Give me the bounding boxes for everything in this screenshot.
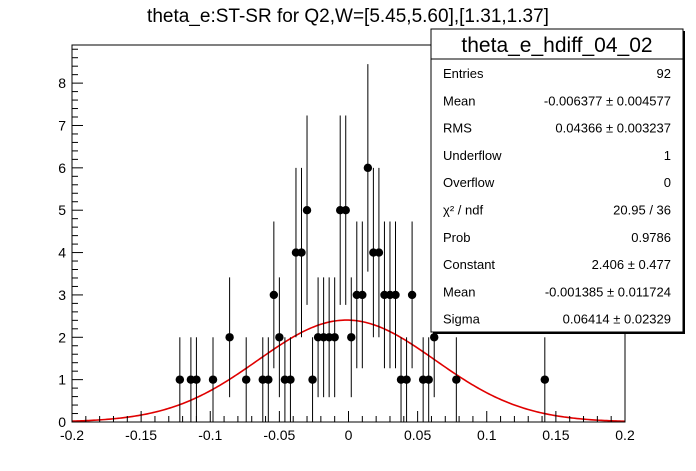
gaussian-fit-curve [71,319,626,423]
stats-box-frame [430,28,684,333]
point-marker [264,375,273,384]
stats-label: Underflow [443,148,502,163]
point-marker [175,375,185,384]
stats-value: 0 [664,175,671,190]
data-point [391,221,400,369]
data-point [407,221,417,369]
data-point [297,167,306,338]
y-tick-label: 5 [58,202,66,218]
point-marker [241,375,251,384]
data-point [269,221,279,369]
x-tick-label: 0.2 [615,427,635,443]
data-point [374,167,384,338]
x-tick-label: 0.1 [477,427,497,443]
data-point [330,277,339,398]
stats-value: 0.04366 ± 0.003237 [555,121,671,136]
point-marker [297,248,306,257]
point-marker [308,375,317,384]
data-point [175,337,185,422]
data-point [424,337,433,422]
stats-value: -0.006377 ± 0.004577 [544,93,671,108]
x-tick-label: 0 [345,427,353,443]
data-point [241,337,251,422]
stats-value: 92 [657,66,671,81]
point-marker [358,290,367,300]
stats-value: 2.406 ± 0.477 [592,257,671,272]
data-point [302,115,312,305]
point-marker [330,333,339,342]
stats-label: Constant [443,257,495,272]
y-tick-label: 8 [58,75,66,91]
data-point [275,277,284,398]
fit-layer [71,319,626,423]
data-point [308,337,317,422]
point-marker [208,375,218,384]
data-point [452,337,461,422]
y-tick-label: 1 [58,372,66,388]
data-point [286,337,295,422]
y-tick-label: 3 [58,287,66,303]
stats-value: 0.9786 [631,230,671,245]
point-marker [374,248,384,257]
stats-label: Prob [443,230,470,245]
data-point [402,337,411,422]
y-tick-label: 0 [58,414,66,430]
stats-name: theta_e_hdiff_04_02 [461,34,652,57]
stats-label: Entries [443,66,484,81]
stats-label: χ² / ndf [443,203,483,218]
x-tick-label: -0.1 [198,427,222,443]
point-marker [225,333,234,342]
point-marker [540,375,550,384]
data-point [341,115,350,305]
stats-value: 20.95 / 36 [613,203,671,218]
point-marker [341,206,350,215]
point-marker [286,375,295,384]
data-point [225,277,234,398]
x-tick-label: 0.15 [542,427,569,443]
x-tick-label: -0.15 [125,427,157,443]
y-tick-label: 6 [58,160,66,176]
points-layer [175,64,550,422]
point-marker [402,375,411,384]
stats-label: Sigma [443,312,481,327]
point-marker [430,333,439,342]
stats-label: Mean [443,93,476,108]
data-point [347,277,356,398]
point-marker [452,375,461,384]
data-point [192,337,201,422]
point-marker [275,333,284,342]
x-tick-label: 0.05 [404,427,431,443]
data-point [264,337,273,422]
data-point [208,337,218,422]
data-point [358,221,367,369]
point-marker [424,375,433,384]
chart-title: theta_e:ST-SR for Q2,W=[5.45,5.60],[1.31… [147,6,549,27]
y-tick-label: 2 [58,329,66,345]
point-marker [391,290,400,300]
y-tick-label: 4 [58,245,66,261]
stats-box: theta_e_hdiff_04_02 Entries 92 Mean -0.00637… [430,28,685,334]
data-point [363,64,373,272]
point-marker [347,333,356,342]
stats-value: 1 [664,148,671,163]
stats-label: Mean [443,284,476,299]
stats-value: -0.001385 ± 0.011724 [545,284,671,299]
x-tick-label: -0.05 [263,427,295,443]
data-point [540,337,550,422]
point-marker [192,375,201,384]
x-tick-label: -0.2 [60,427,84,443]
point-marker [302,206,312,215]
stats-label: RMS [443,121,472,136]
point-marker [407,290,417,300]
point-marker [269,290,279,300]
stats-value: 0.06414 ± 0.02329 [563,312,671,327]
y-tick-label: 7 [58,117,66,133]
stats-label: Overflow [443,175,495,190]
axes-layer: -0.2 -0.15 -0.1 -0.05 0 0.05 0.1 0.15 0.2 0 1 2 3 4 5 6… [58,44,635,443]
point-marker [363,163,373,173]
